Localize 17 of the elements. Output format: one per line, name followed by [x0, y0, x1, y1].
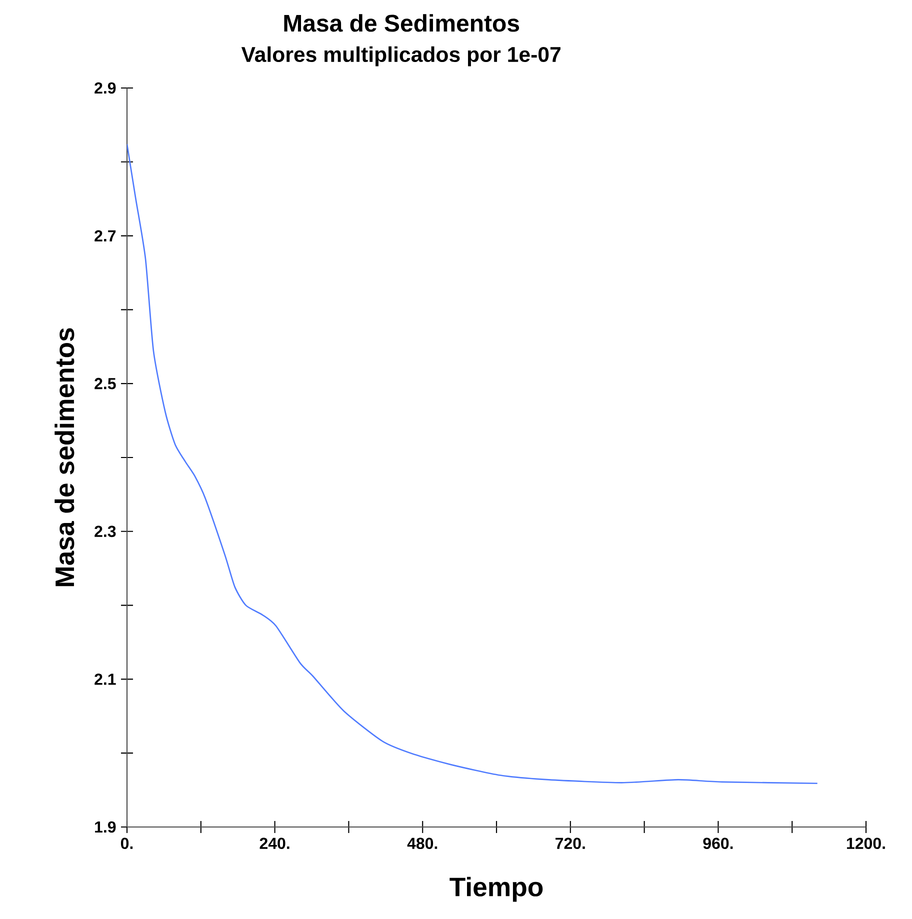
x-tick-label: 240. [260, 838, 290, 850]
y-axis-title: Masa de sedimentos [54, 328, 74, 586]
chart-subtitle: Valores multiplicados por 1e-07 [241, 46, 560, 66]
x-tick-label: 480. [407, 838, 438, 850]
y-tick-label: 1.9 [95, 821, 116, 833]
x-tick-label: 1200. [847, 838, 885, 850]
x-axis-title: Tiempo [450, 876, 543, 902]
y-tick-label: 2.5 [94, 378, 116, 390]
x-tick-label: 960. [703, 838, 733, 850]
x-tick-label: 0. [120, 838, 133, 850]
y-tick-label: 2.3 [94, 526, 116, 538]
line-series [127, 143, 818, 784]
chart-title: Masa de Sedimentos [284, 14, 520, 32]
y-tick-label: 2.9 [94, 82, 116, 94]
x-tick-label: 720. [556, 838, 585, 850]
y-tick-label: 2.1 [94, 674, 116, 685]
y-tick-label: 2.7 [94, 230, 116, 242]
